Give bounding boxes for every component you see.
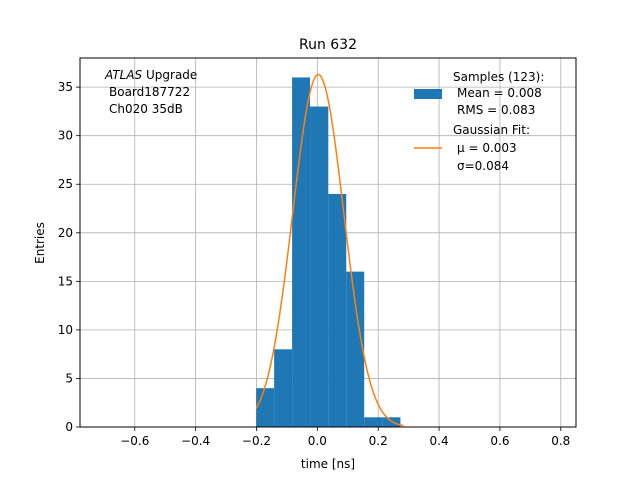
histogram-bars [256, 77, 401, 427]
histogram-bar [364, 417, 383, 427]
x-tick-label: 0.8 [551, 434, 570, 448]
y-tick-label: 15 [58, 274, 73, 288]
x-tick-label: 0.2 [369, 434, 388, 448]
legend-fit-sigma: σ=0.084 [457, 159, 509, 173]
atlas-annotation: ATLAS Upgrade Board187722 Ch020 35dB [104, 68, 197, 116]
y-tick-label: 0 [65, 420, 73, 434]
gaussian-fit-curve [255, 73, 404, 427]
histogram-bar [382, 417, 401, 427]
y-tick-label: 25 [58, 177, 73, 191]
x-tick-label: 0.6 [490, 434, 509, 448]
y-tick-label: 35 [58, 80, 73, 94]
y-tick-label: 10 [58, 323, 73, 337]
legend-fit-title: Gaussian Fit: [453, 123, 530, 137]
atlas-label: ATLAS [104, 68, 143, 82]
legend-samples-rms: RMS = 0.083 [457, 103, 535, 117]
x-tick-label: −0.6 [120, 434, 149, 448]
legend-samples-mean: Mean = 0.008 [457, 86, 542, 100]
x-axis-ticks: −0.6 −0.4 −0.2 0.0 0.2 0.4 0.6 0.8 [120, 427, 570, 448]
x-tick-label: −0.2 [242, 434, 271, 448]
chart-title: Run 632 [299, 37, 357, 53]
legend-fit-mu: μ = 0.003 [457, 141, 517, 155]
gaussian-fit [255, 73, 404, 427]
legend-samples-title: Samples (123): [453, 70, 544, 84]
upgrade-label: Upgrade [142, 68, 197, 82]
histogram-bar [328, 193, 347, 427]
histogram-bar [346, 271, 365, 427]
x-tick-label: −0.4 [181, 434, 210, 448]
legend-bar-swatch [414, 89, 442, 99]
annotation-line-1: ATLAS Upgrade [104, 68, 197, 82]
annotation-board: Board187722 [109, 85, 190, 99]
histogram-bar [274, 349, 293, 427]
plot-frame [79, 57, 577, 428]
y-tick-label: 20 [58, 226, 73, 240]
legend: Samples (123): Mean = 0.008 RMS = 0.083 … [414, 70, 544, 173]
x-tick-label: 0.0 [308, 434, 327, 448]
histogram-bar [256, 388, 275, 427]
x-tick-label: 0.4 [430, 434, 449, 448]
histogram-bar [310, 106, 329, 427]
x-axis-label: time [ns] [301, 457, 355, 471]
y-tick-label: 30 [58, 129, 73, 143]
y-tick-label: 5 [65, 371, 73, 385]
y-axis-label: Entries [33, 222, 47, 264]
annotation-channel: Ch020 35dB [109, 102, 183, 116]
y-axis-ticks: 0 5 10 15 20 25 30 35 [58, 80, 80, 434]
histogram-bar [292, 77, 311, 427]
